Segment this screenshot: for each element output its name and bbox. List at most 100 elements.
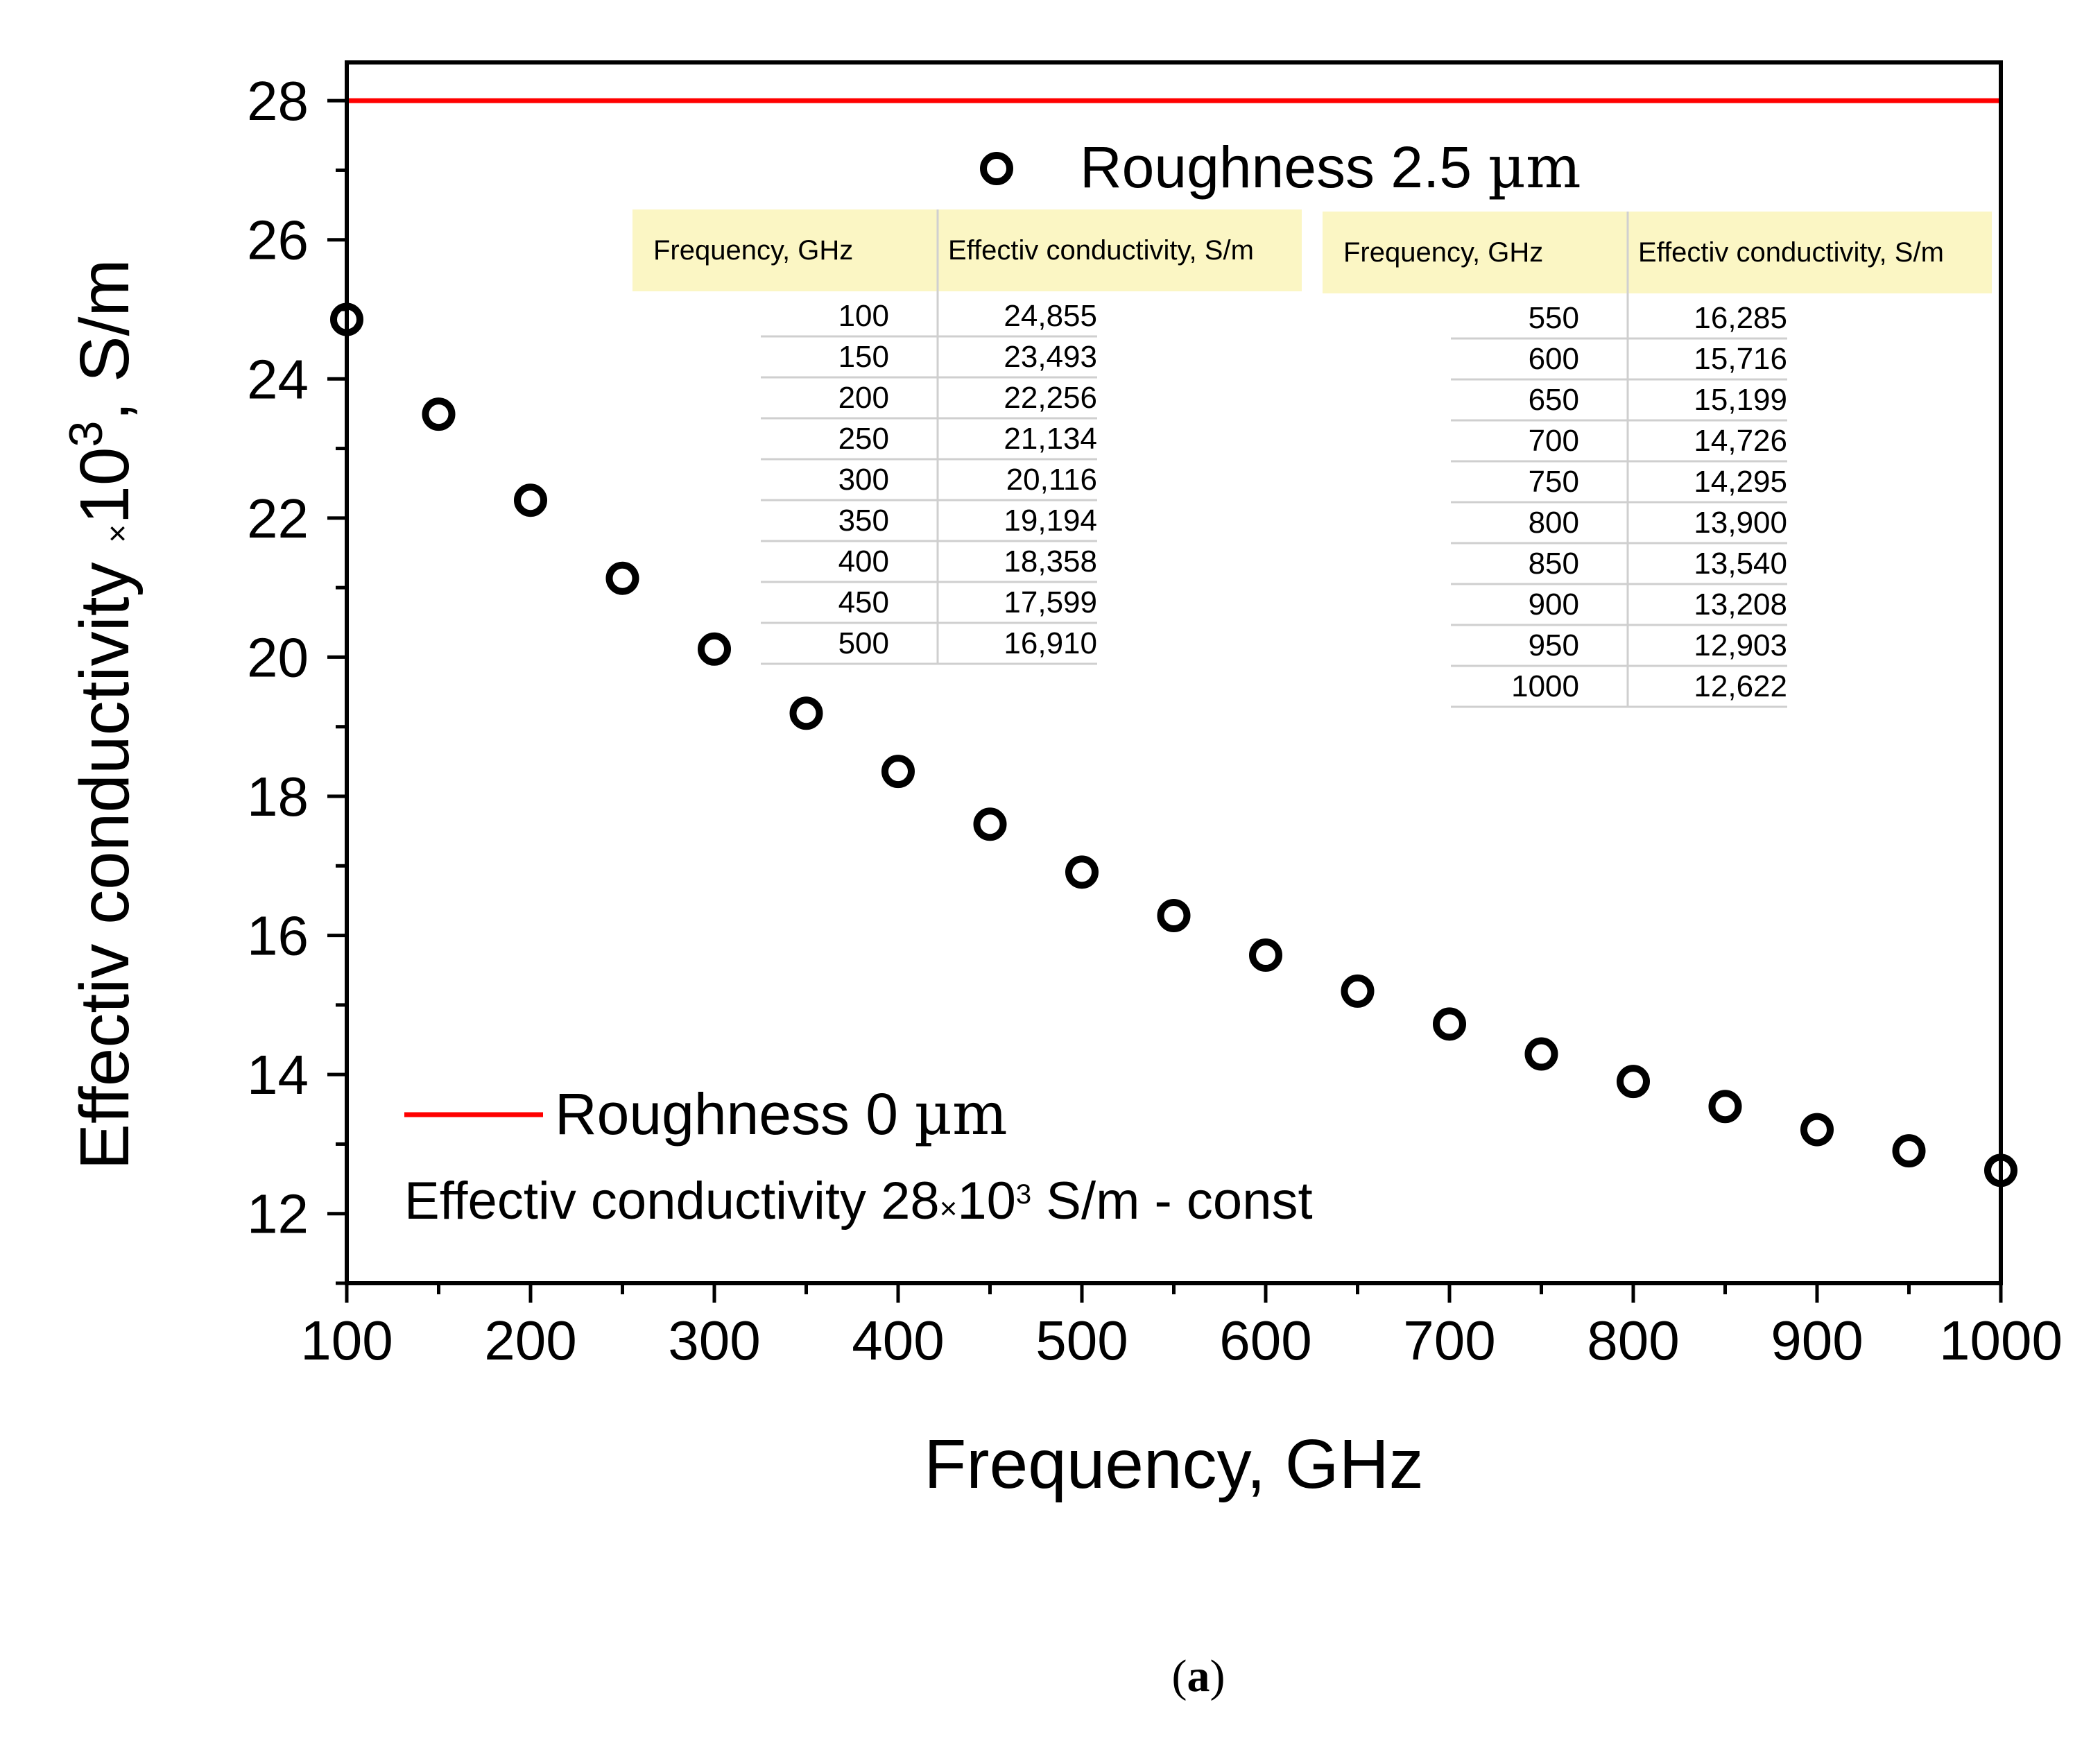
table-cell-cond-left-3: 21,134 [1004,422,1097,456]
data-point-250 [605,561,639,595]
data-point-200 [514,483,547,517]
note-exp: 3 [1016,1179,1031,1210]
y-label-base: 10 [66,447,144,524]
caption-open: ( [1172,1651,1187,1701]
table-cell-freq-right-4: 750 [1529,465,1579,499]
table-header-bg-left [632,209,1302,291]
x-tick-label-900: 900 [1771,1310,1863,1371]
table-header-col1-left: Frequency, GHz [653,235,853,266]
data-point-650 [1341,974,1375,1008]
table-cell-freq-right-8: 950 [1529,628,1579,662]
legend-marker-roughness-2-5 [980,152,1013,185]
data-point-600 [1249,938,1282,972]
table-cell-cond-left-2: 22,256 [1004,381,1097,415]
x-tick-label-600: 600 [1219,1310,1311,1371]
figure-caption: (a) [1172,1651,1225,1701]
y-tick-label-24: 24 [247,348,309,410]
table-cell-cond-left-4: 20,116 [1006,463,1097,497]
table-cell-cond-left-0: 24,855 [1004,299,1097,333]
table-cell-cond-right-6: 13,540 [1694,547,1787,581]
x-tick-label-500: 500 [1035,1310,1128,1371]
data-point-450 [973,807,1007,841]
table-cell-cond-right-5: 13,900 [1694,506,1787,540]
data-point-500 [1065,855,1099,889]
table-cell-freq-left-6: 400 [838,544,889,578]
y-axis-label: Effectiv conductivity ×103, S/m [60,259,144,1169]
data-point-150 [422,397,456,431]
y-tick-label-26: 26 [247,209,309,271]
x-tick-label-800: 800 [1587,1310,1679,1371]
data-point-850 [1708,1090,1742,1124]
table-cell-cond-right-1: 15,716 [1694,342,1787,376]
table-cell-freq-left-7: 450 [838,585,889,619]
table-cell-freq-right-7: 900 [1529,588,1579,621]
y-tick-label-12: 12 [247,1183,309,1245]
note-base: 10 [957,1172,1016,1230]
table-cell-freq-left-4: 300 [838,463,889,497]
legend-top-unit: µm [1488,133,1581,201]
table-cell-cond-left-8: 16,910 [1004,626,1097,660]
caption-letter: a [1187,1651,1210,1701]
table-cell-freq-right-0: 550 [1529,301,1579,335]
y-tick-label-14: 14 [247,1044,309,1106]
table-header-col1-right: Frequency, GHz [1343,237,1543,268]
data-point-900 [1800,1113,1834,1147]
x-tick-label-300: 300 [668,1310,760,1371]
legend-note: Effectiv conductivity 28×103 S/m - const [404,1172,1313,1230]
note-times: × [940,1192,958,1226]
table-cell-freq-left-8: 500 [838,626,889,660]
y-label-times: × [99,524,135,543]
x-tick-label-1000: 1000 [1939,1310,2063,1371]
table-cell-freq-left-3: 250 [838,422,889,456]
axes: 100 200 300 400 500 600 700 800 900 1000 12 14 16 18 2… [60,70,2063,1503]
data-point-350 [789,696,823,730]
y-label-suffix: , S/m [66,259,144,420]
y-label-exponent: 3 [60,421,112,447]
table-cell-cond-right-2: 15,199 [1694,383,1787,417]
x-tick-label-200: 200 [484,1310,576,1371]
data-point-300 [698,632,731,666]
plot-frame [345,60,2003,1285]
series [330,98,2017,1187]
data-point-750 [1524,1037,1558,1071]
data-point-400 [881,755,915,789]
table-cell-cond-right-9: 12,622 [1694,669,1787,703]
x-tick-label-700: 700 [1403,1310,1495,1371]
table-cell-cond-left-6: 18,358 [1004,544,1097,578]
note-suffix: S/m - const [1031,1172,1312,1230]
table-header-col2-left: Effectiv conductivity, S/m [948,235,1254,266]
table-cell-freq-right-3: 700 [1529,424,1579,458]
legend-label-roughness-0: Roughness 0 µm [555,1080,1008,1148]
inset-tables: Frequency, GHz Effectiv conductivity, S/m… [632,209,1992,708]
table-cell-freq-left-5: 350 [838,504,889,538]
y-tick-label-16: 16 [247,905,309,967]
x-axis-label: Frequency, GHz [924,1425,1424,1503]
table-cell-freq-right-5: 800 [1529,506,1579,540]
note-prefix: Effectiv conductivity 28 [404,1172,940,1230]
data-point-700 [1433,1007,1466,1041]
y-tick-label-18: 18 [247,766,309,827]
table-cell-freq-right-1: 600 [1529,342,1579,376]
table-cell-cond-right-7: 13,208 [1694,588,1787,621]
caption-close: ) [1210,1651,1225,1701]
legends: Roughness 2.5 µm Roughness 0 µm Effectiv c… [404,133,1581,1701]
table-cell-cond-right-4: 14,295 [1694,465,1787,499]
table-cell-cond-right-0: 16,285 [1694,301,1787,335]
table-cell-freq-left-0: 100 [838,299,889,333]
table-cell-cond-right-8: 12,903 [1694,628,1787,662]
y-tick-label-28: 28 [247,70,309,132]
legend-bottom-prefix: Roughness 0 [555,1081,914,1147]
table-cell-freq-right-6: 850 [1529,547,1579,581]
table-cell-freq-right-2: 650 [1529,383,1579,417]
table-cell-cond-right-3: 14,726 [1694,424,1787,458]
table-cell-freq-left-2: 200 [838,381,889,415]
legend-top-prefix: Roughness 2.5 [1080,135,1488,200]
table-cell-cond-left-1: 23,493 [1004,340,1097,374]
table-cell-freq-left-1: 150 [838,340,889,374]
data-point-550 [1157,898,1191,932]
y-label-prefix: Effectiv conductivity [66,543,144,1170]
table-cell-cond-left-7: 17,599 [1004,585,1097,619]
table-header-bg-right [1323,212,1992,293]
y-tick-label-20: 20 [247,626,309,688]
